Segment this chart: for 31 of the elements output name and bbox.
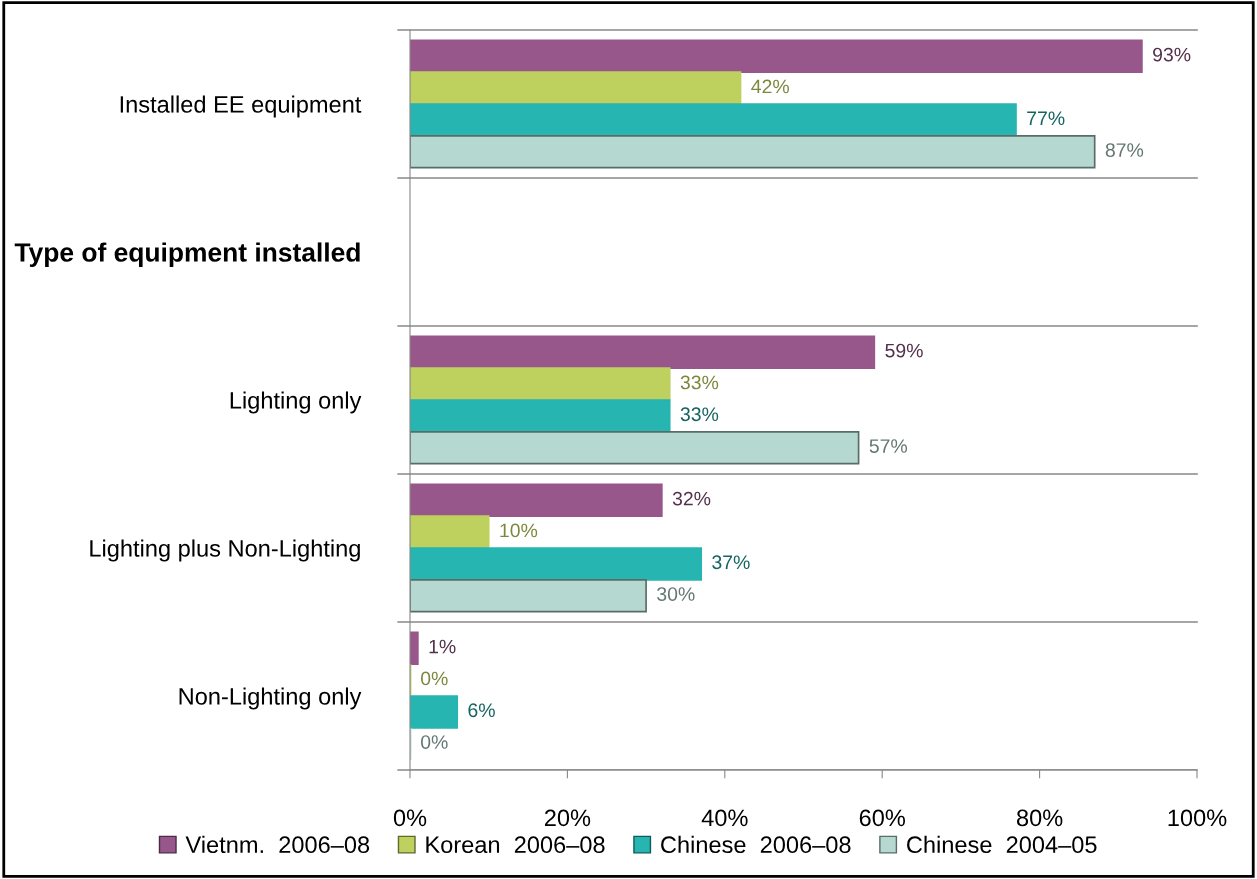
y-tick-label: Non-Lighting only (179, 687, 362, 710)
y-tick-label: Installed EE equipment (120, 95, 362, 118)
data-label: 10% (500, 523, 538, 538)
data-label: 59% (885, 343, 923, 358)
y-tick-label: Type of equipment installed (14, 242, 360, 268)
data-label: 93% (1153, 47, 1191, 62)
legend-label: Chinese 2004–05 (907, 835, 1097, 854)
x-tick-label: 80% (1017, 809, 1063, 827)
legend-label: Korean 2006–08 (426, 836, 605, 854)
x-tick-label: 60% (859, 809, 905, 827)
data-label: 42% (751, 79, 789, 94)
data-label: 32% (672, 491, 711, 506)
data-label: 87% (1105, 143, 1144, 157)
data-label: 77% (1027, 111, 1065, 126)
data-label: 30% (657, 587, 695, 601)
y-tick-label: Lighting plus Non-Lighting (90, 539, 360, 562)
data-label: 33% (680, 407, 719, 422)
data-label: 0% (420, 671, 448, 686)
x-tick-label: 20% (544, 809, 591, 827)
x-tick-label: 40% (701, 809, 748, 827)
data-label: 1% (429, 639, 456, 654)
data-label: 37% (712, 555, 750, 570)
data-label: 6% (468, 703, 495, 718)
data-label: 57% (869, 439, 908, 453)
data-label: 0% (420, 735, 448, 749)
data-label: 33% (680, 375, 719, 390)
legend-label: Vietnm. 2006–08 (185, 835, 370, 854)
x-tick-label: 100% (1168, 809, 1227, 827)
x-tick-label: 0% (393, 809, 427, 827)
y-tick-label: Lighting only (230, 391, 362, 414)
legend-label: Chinese 2006–08 (661, 835, 851, 854)
